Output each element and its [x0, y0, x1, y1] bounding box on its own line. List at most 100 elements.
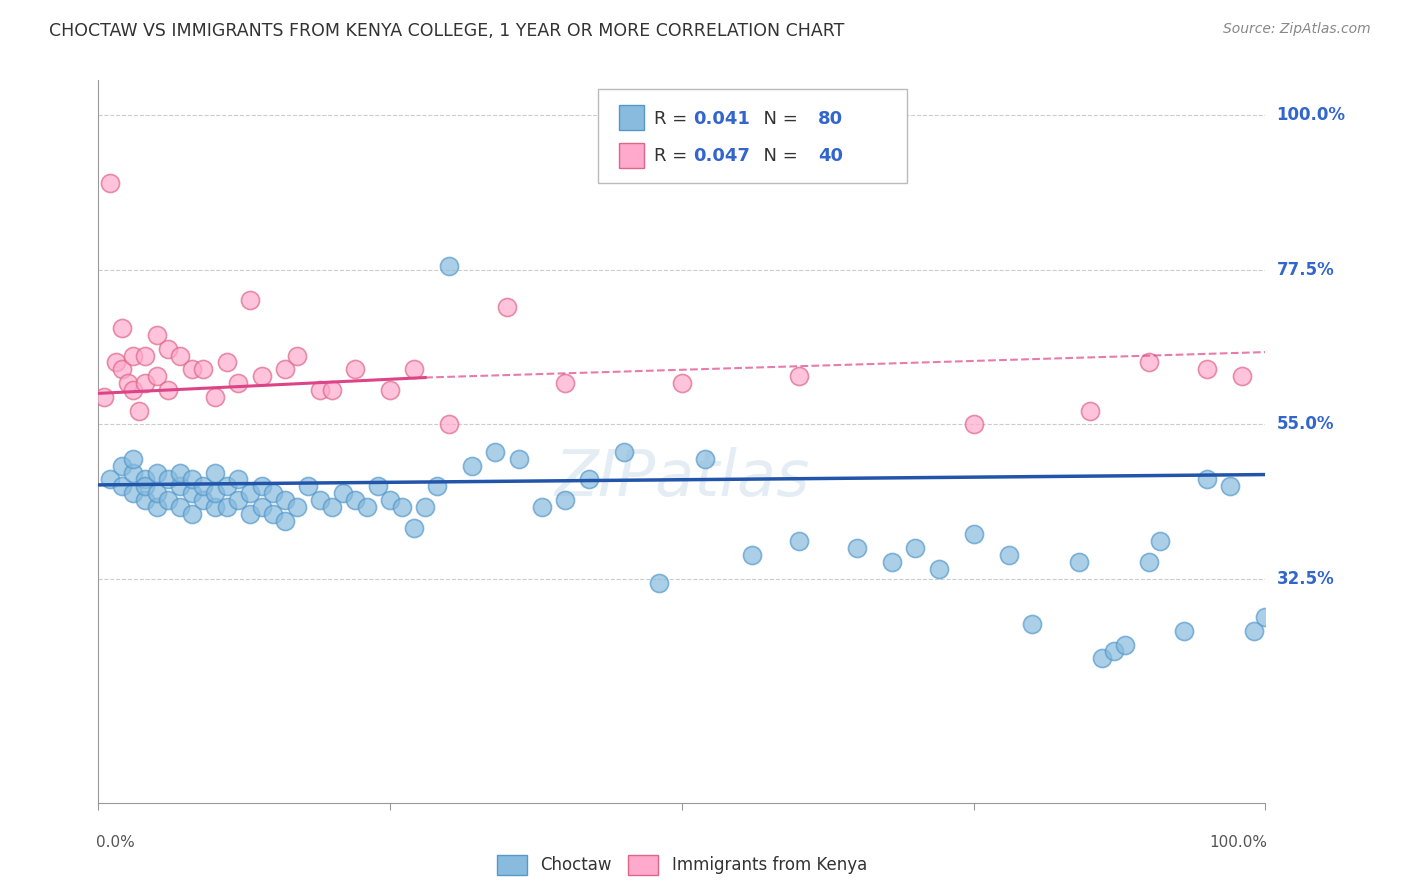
Text: 100.0%: 100.0%	[1277, 105, 1346, 124]
Point	[157, 472, 180, 486]
Point	[262, 486, 284, 500]
Point	[309, 493, 332, 508]
Point	[1149, 534, 1171, 549]
Text: 55.0%: 55.0%	[1277, 416, 1334, 434]
Point	[1173, 624, 1195, 638]
Point	[904, 541, 927, 556]
Point	[146, 327, 169, 342]
Point	[274, 514, 297, 528]
Point	[122, 451, 145, 466]
Point	[1114, 638, 1136, 652]
Point	[215, 500, 238, 514]
Point	[146, 466, 169, 480]
Point	[391, 500, 413, 514]
Point	[204, 500, 226, 514]
Point	[437, 259, 460, 273]
Text: Source: ZipAtlas.com: Source: ZipAtlas.com	[1223, 22, 1371, 37]
Point	[321, 383, 343, 397]
Point	[204, 466, 226, 480]
Point	[380, 493, 402, 508]
Point	[554, 376, 576, 390]
Point	[98, 472, 121, 486]
Point	[157, 342, 180, 356]
Point	[146, 500, 169, 514]
Point	[402, 362, 425, 376]
Point	[496, 301, 519, 315]
Point	[332, 486, 354, 500]
Text: N =: N =	[752, 110, 804, 128]
Point	[1021, 616, 1043, 631]
Point	[134, 493, 156, 508]
Point	[508, 451, 530, 466]
Point	[1195, 472, 1218, 486]
Point	[1137, 355, 1160, 369]
Point	[117, 376, 139, 390]
Point	[787, 369, 810, 384]
Point	[484, 445, 506, 459]
Point	[193, 493, 215, 508]
Point	[274, 362, 297, 376]
Point	[180, 486, 202, 500]
Text: 0.047: 0.047	[693, 147, 749, 165]
Point	[169, 349, 191, 363]
Point	[262, 507, 284, 521]
Point	[274, 493, 297, 508]
Point	[204, 390, 226, 404]
Point	[1195, 362, 1218, 376]
Point	[554, 493, 576, 508]
Point	[880, 555, 903, 569]
Point	[356, 500, 378, 514]
Point	[437, 417, 460, 432]
Text: 32.5%: 32.5%	[1277, 570, 1334, 588]
Point	[1254, 610, 1277, 624]
Point	[239, 507, 262, 521]
Point	[134, 472, 156, 486]
Text: R =: R =	[654, 110, 693, 128]
Point	[193, 362, 215, 376]
Point	[180, 472, 202, 486]
Point	[134, 479, 156, 493]
Point	[169, 479, 191, 493]
Point	[461, 458, 484, 473]
Point	[344, 362, 367, 376]
Point	[309, 383, 332, 397]
Point	[111, 479, 134, 493]
Text: 0.0%: 0.0%	[96, 835, 135, 850]
Point	[169, 466, 191, 480]
Point	[413, 500, 436, 514]
Point	[111, 321, 134, 335]
Point	[1230, 369, 1253, 384]
Text: 77.5%: 77.5%	[1277, 260, 1334, 278]
Text: 40: 40	[818, 147, 844, 165]
Point	[228, 472, 250, 486]
Legend: Choctaw, Immigrants from Kenya: Choctaw, Immigrants from Kenya	[491, 848, 873, 881]
Point	[695, 451, 717, 466]
Point	[297, 479, 319, 493]
Point	[122, 486, 145, 500]
Text: N =: N =	[752, 147, 804, 165]
Point	[134, 376, 156, 390]
Point	[647, 575, 669, 590]
Point	[180, 362, 202, 376]
Point	[93, 390, 115, 404]
Point	[285, 500, 308, 514]
Point	[1243, 624, 1265, 638]
Point	[380, 383, 402, 397]
Point	[285, 349, 308, 363]
Point	[146, 369, 169, 384]
Point	[962, 527, 984, 541]
Point	[962, 417, 984, 432]
Point	[228, 493, 250, 508]
Point	[111, 362, 134, 376]
Point	[578, 472, 600, 486]
Point	[111, 458, 134, 473]
Point	[1080, 403, 1102, 417]
Point	[846, 541, 869, 556]
Point	[671, 376, 693, 390]
Point	[997, 548, 1019, 562]
Point	[1137, 555, 1160, 569]
Point	[193, 479, 215, 493]
Point	[1091, 651, 1114, 665]
Point	[146, 486, 169, 500]
Text: 100.0%: 100.0%	[1209, 835, 1268, 850]
